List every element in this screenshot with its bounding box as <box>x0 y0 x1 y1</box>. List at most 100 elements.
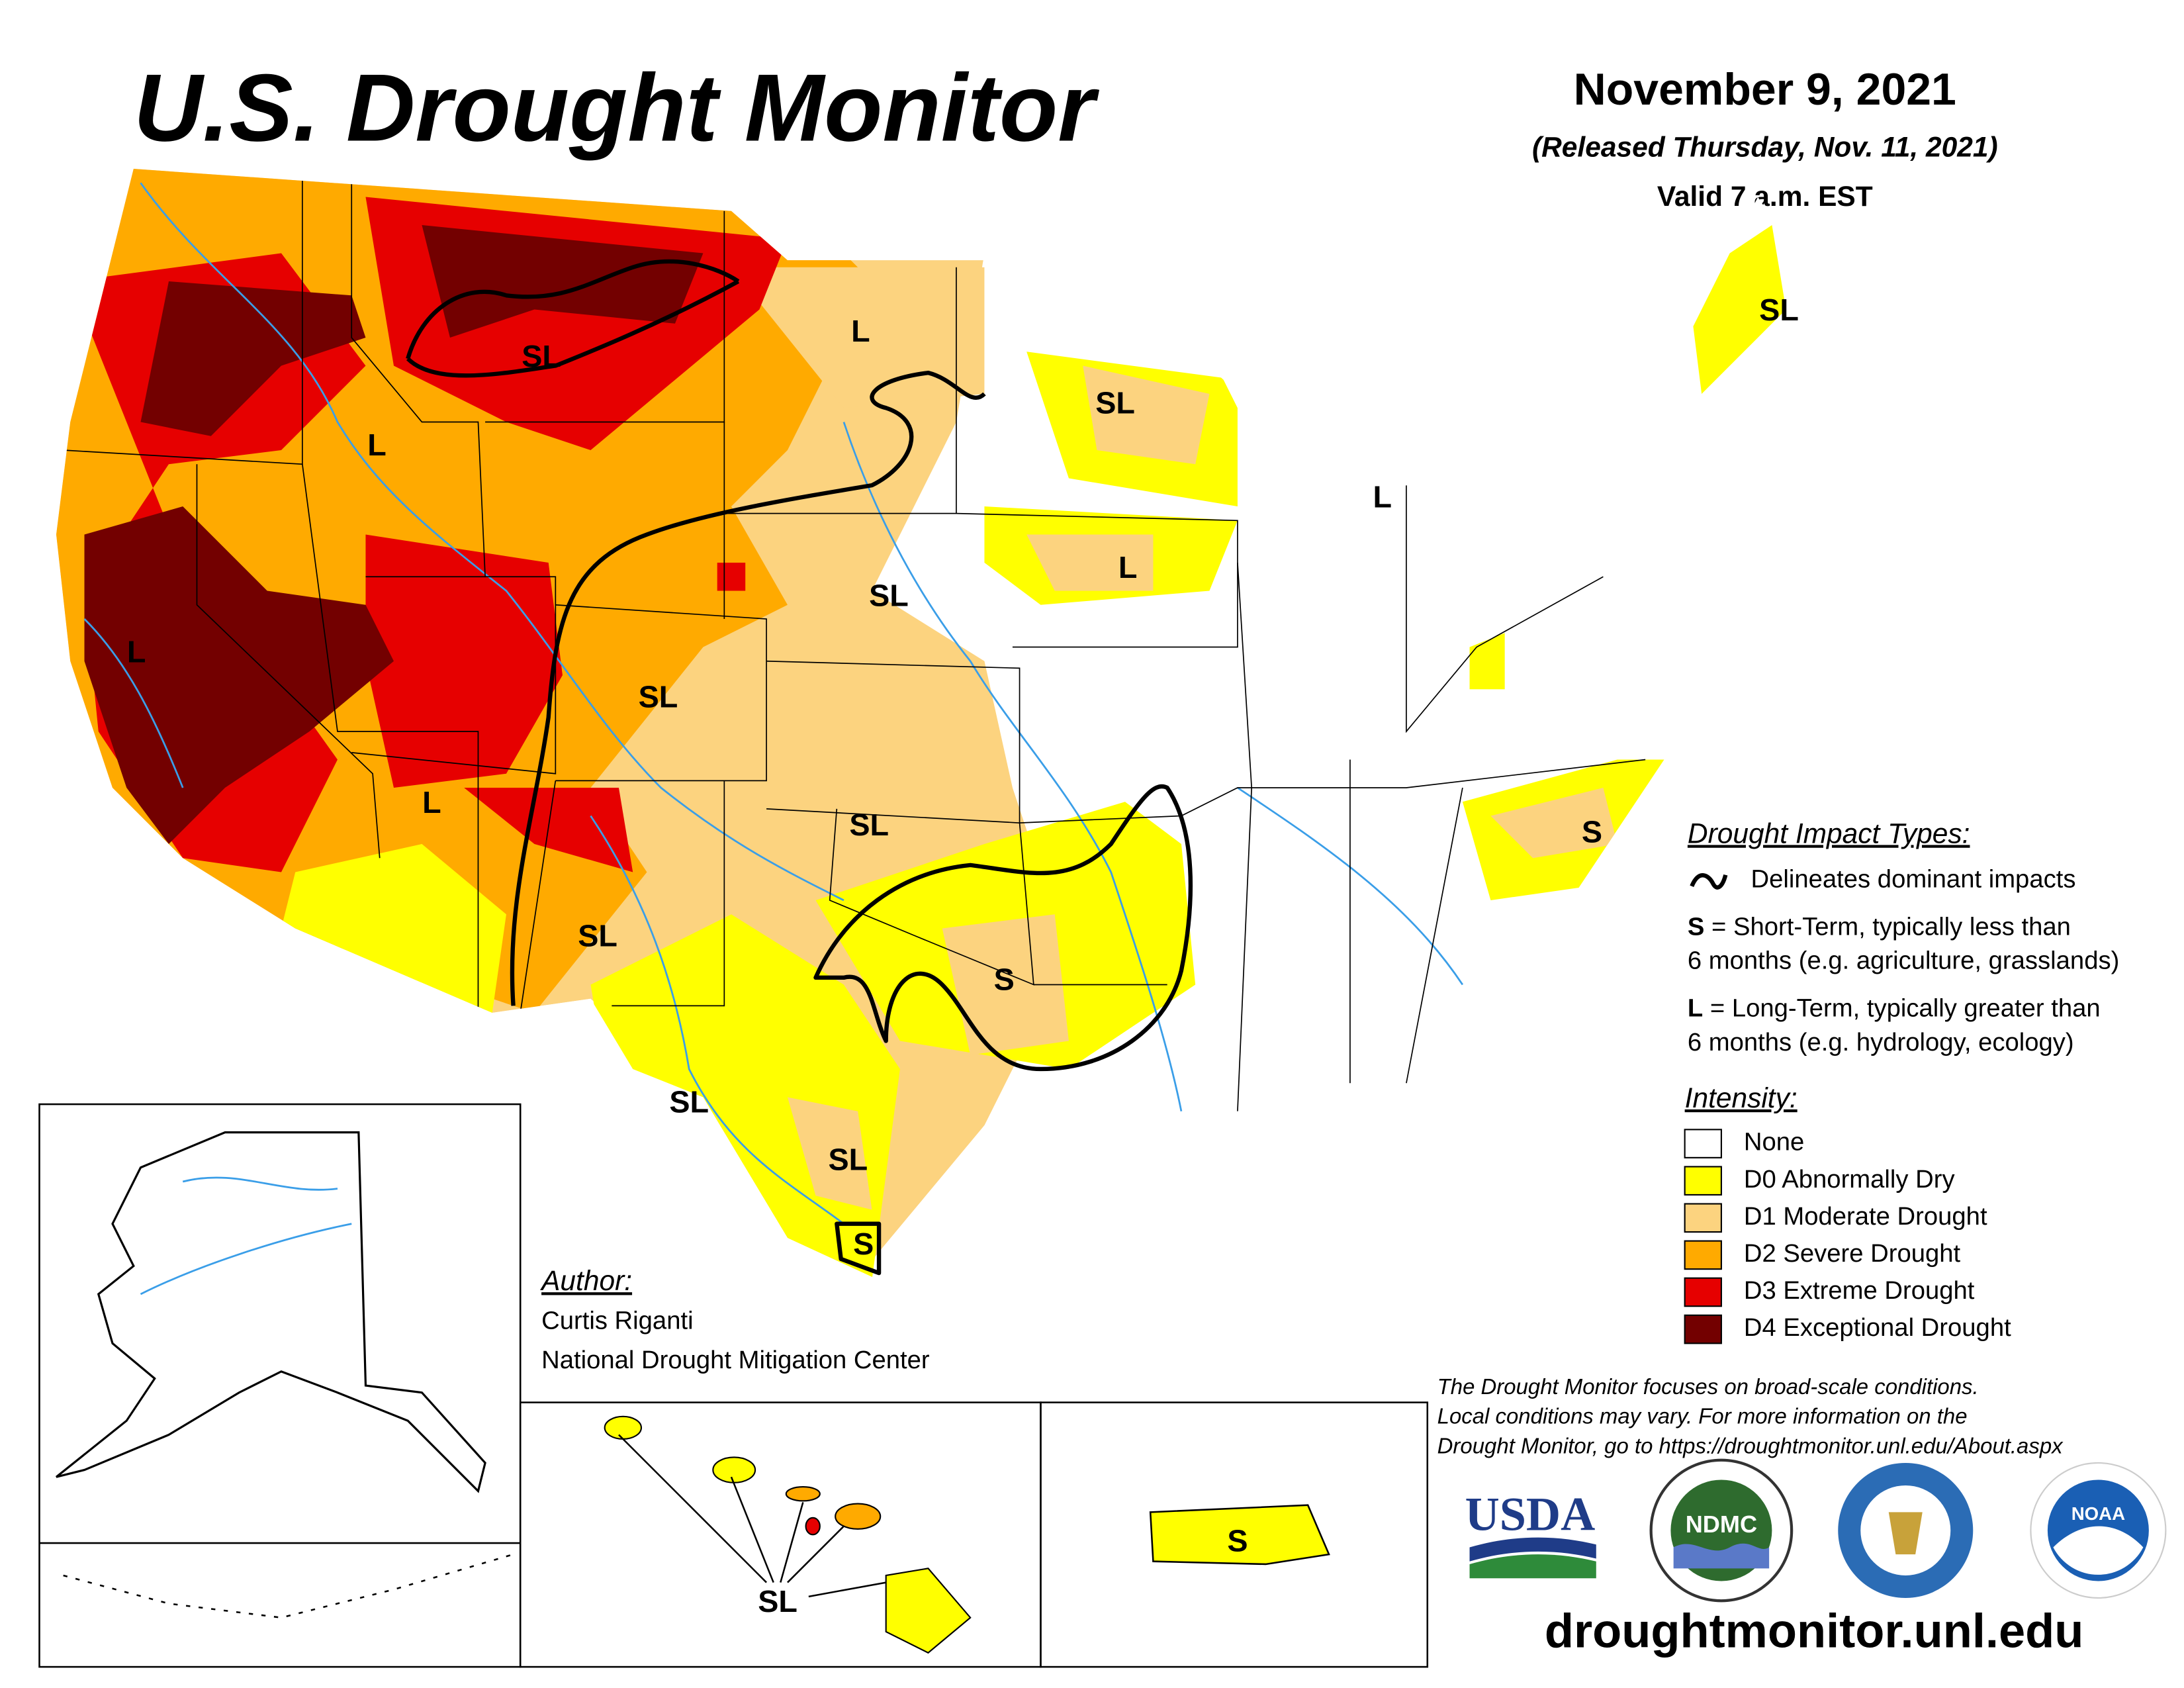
impact-label: L <box>1373 480 1392 514</box>
legend-swatch <box>1684 1277 1722 1307</box>
impact-label: SL <box>758 1584 797 1618</box>
drought-area <box>942 914 1069 1055</box>
impact-label: L <box>127 634 146 669</box>
impact-label: L <box>851 314 870 348</box>
noaa-text: NOAA <box>2071 1503 2125 1524</box>
author-heading: Author: <box>539 1266 632 1297</box>
drought-area <box>140 281 366 436</box>
conus-map <box>56 169 1885 1294</box>
legend-swatch <box>1684 1314 1722 1344</box>
impact-label: L <box>1118 550 1138 585</box>
impact-label: SL <box>522 339 561 373</box>
usda-text: USDA <box>1465 1488 1596 1541</box>
disclaimer: Local conditions may vary. For more info… <box>1437 1404 1968 1429</box>
legend-swatch <box>1684 1203 1722 1233</box>
impact-label: SL <box>849 808 889 842</box>
legend-swatch <box>1684 1129 1722 1158</box>
impact-label: SL <box>578 919 617 953</box>
river <box>83 618 184 788</box>
author-name: Curtis Riganti <box>541 1307 693 1335</box>
title: U.S. Drought Monitor <box>134 54 1099 161</box>
drought-area <box>1265 408 1392 479</box>
puerto-rico-inset <box>1040 1401 1429 1668</box>
impact-label: S <box>853 1227 874 1261</box>
river <box>140 1176 352 1295</box>
impact-label: SL <box>828 1143 868 1177</box>
impact-line <box>510 370 986 1006</box>
leader-lines <box>618 1434 886 1598</box>
commerce-logo <box>1838 1462 1974 1598</box>
intensity-legend: None D0 Abnormally Dry D1 Moderate Drought… <box>1684 1128 2011 1344</box>
legend-label: D3 Extreme Drought <box>1744 1276 1975 1305</box>
impact-legend-line: Delineates dominant impacts <box>1751 865 2076 893</box>
aleutians <box>63 1553 514 1619</box>
impact-legend-symbol <box>1690 873 1728 890</box>
river <box>1237 786 1464 986</box>
impact-label: S <box>1227 1523 1248 1558</box>
drought-area <box>1026 534 1154 591</box>
disclaimer: Drought Monitor, go to https://droughtmo… <box>1437 1433 2064 1458</box>
island <box>712 1456 756 1483</box>
impact-label: SL <box>869 578 909 612</box>
alaska <box>56 1131 486 1493</box>
long-term-key: L <box>1688 994 1703 1023</box>
drought-area <box>717 563 746 591</box>
legend-label: None <box>1744 1128 1804 1156</box>
impact-legend-title: Drought Impact Types: <box>1688 818 1970 849</box>
url: droughtmonitor.unl.edu <box>1545 1605 2084 1658</box>
island <box>604 1415 643 1440</box>
long-term-text: = Long-Term, typically greater than <box>1710 994 2101 1023</box>
impact-line <box>406 279 740 378</box>
drought-area <box>84 506 394 844</box>
impact-line <box>813 784 1193 1072</box>
impact-label: S <box>994 962 1015 997</box>
drought-area <box>422 225 704 338</box>
alaska-inset <box>38 1103 522 1668</box>
disclaimer: The Drought Monitor focuses on broad-sca… <box>1437 1374 1979 1399</box>
valid: Valid 7 a.m. EST <box>1657 181 1873 212</box>
puerto-rico <box>1149 1504 1330 1566</box>
date: November 9, 2021 <box>1574 64 1956 115</box>
drought-area <box>1083 365 1210 465</box>
island <box>805 1517 821 1536</box>
drought-area <box>1490 788 1617 859</box>
legend-label: D2 Severe Drought <box>1744 1239 1961 1268</box>
impact-label: S <box>1582 814 1602 849</box>
state-boundaries <box>63 169 1646 1111</box>
short-term-text: = Short-Term, typically less than <box>1711 913 2071 941</box>
island <box>885 1568 972 1654</box>
impact-label: SL <box>1759 293 1799 327</box>
ndmc-logo: NDMC <box>1649 1458 1794 1603</box>
impact-line <box>835 1221 882 1276</box>
impact-label: SL <box>669 1084 709 1119</box>
short-term-legend: S = Short-Term, typically less than <box>1688 913 2071 941</box>
drought-area <box>1469 633 1505 690</box>
noaa-logo: NOAA <box>2030 1462 2167 1599</box>
short-term-legend-2: 6 months (e.g. agriculture, grasslands) <box>1688 947 2119 975</box>
impact-label: L <box>422 785 441 820</box>
river <box>140 182 844 902</box>
ndmc-text: NDMC <box>1686 1511 1757 1538</box>
long-term-legend: L = Long-Term, typically greater than <box>1688 994 2101 1023</box>
legend-label: D1 Moderate Drought <box>1744 1202 1987 1231</box>
drought-area <box>787 1097 872 1210</box>
legend-label: D0 Abnormally Dry <box>1744 1165 1956 1194</box>
intensity-legend-title: Intensity: <box>1685 1083 1797 1114</box>
impact-label: L <box>367 428 387 462</box>
impact-label: SL <box>1095 385 1135 420</box>
island <box>835 1503 882 1530</box>
island <box>785 1486 821 1502</box>
usda-logo: USDA <box>1465 1488 1596 1579</box>
legend-label: D4 Exceptional Drought <box>1744 1313 2011 1342</box>
impact-label: SL <box>639 679 678 714</box>
author-org: National Drought Mitigation Center <box>541 1346 930 1374</box>
legend-swatch <box>1684 1240 1722 1270</box>
short-term-key: S <box>1688 913 1705 941</box>
legend-swatch <box>1684 1166 1722 1196</box>
river <box>842 422 1183 1112</box>
long-term-legend-2: 6 months (e.g. hydrology, ecology) <box>1688 1028 2074 1056</box>
drought-area <box>365 534 563 788</box>
